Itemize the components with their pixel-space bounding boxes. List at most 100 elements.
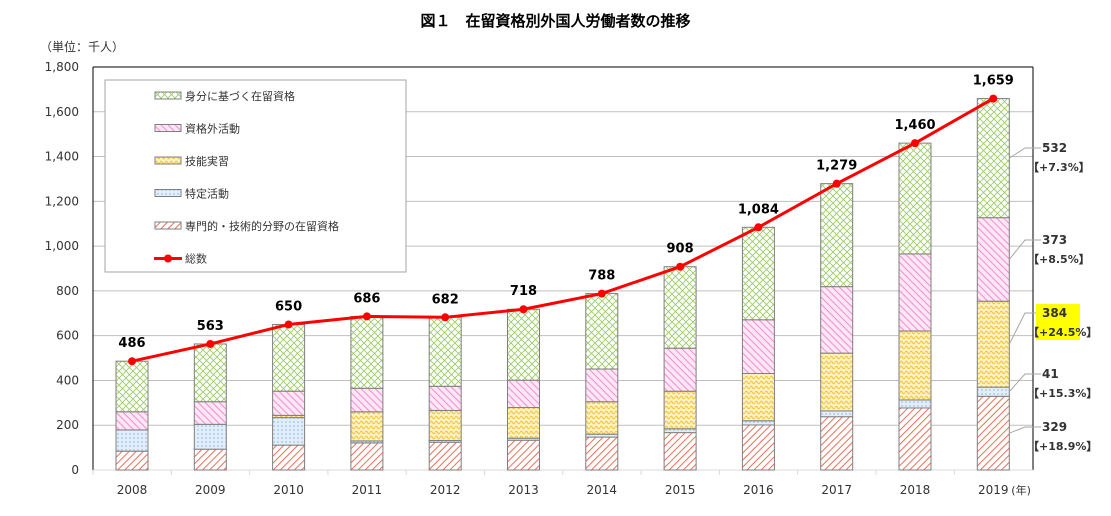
total-data-label: 1,084 (738, 202, 779, 217)
chart-title: 図１ 在留資格別外国人労働者数の推移 (420, 12, 691, 30)
bar-segment (193, 343, 227, 403)
bar-segment (663, 428, 697, 434)
bar-segment (428, 441, 462, 471)
legend-marker (164, 254, 172, 263)
bar-segment (585, 436, 619, 471)
y-tick-label: 800 (56, 284, 79, 298)
bar-segment (741, 424, 775, 471)
bar-segment (350, 442, 384, 471)
annotation-leader (1009, 426, 1041, 434)
bar-segment (820, 286, 854, 354)
bar-segment (976, 217, 1010, 302)
bar-segment (898, 399, 932, 409)
bar-segment (741, 226, 775, 321)
x-tick-label: 2014 (587, 483, 618, 497)
annotation-leader (1008, 239, 1041, 260)
total-point (597, 289, 606, 298)
bar-segment (663, 266, 697, 349)
bar-segment (428, 385, 462, 411)
total-data-label: 1,460 (894, 118, 935, 133)
annotation-leader (1009, 147, 1041, 159)
annotation-value: 532 (1042, 141, 1067, 155)
total-point (441, 313, 450, 322)
annotation-leader (1008, 312, 1041, 345)
y-tick-label: 600 (56, 329, 79, 343)
bar-segment (976, 98, 1010, 219)
legend-label: 総数 (185, 252, 207, 266)
annotation-value: 384 (1042, 306, 1067, 320)
bar-segment (350, 315, 384, 389)
legend-swatch (154, 221, 182, 230)
bar-segment (193, 448, 227, 471)
x-tick-label: 2019 (978, 483, 1009, 497)
bar-segment (272, 323, 306, 392)
bar-segment (820, 352, 854, 412)
total-data-label: 718 (510, 284, 537, 299)
bar-segment (585, 368, 619, 403)
y-tick-label: 1,000 (45, 239, 79, 253)
bar-segment (115, 411, 149, 431)
annotation-value: 41 (1042, 367, 1059, 381)
bar-segment (585, 293, 619, 370)
bar-segment (193, 423, 227, 450)
annotation-value: 329 (1042, 420, 1067, 434)
annotation-highlight (1036, 304, 1080, 340)
total-point (832, 179, 841, 188)
y-tick-label: 400 (56, 373, 79, 387)
x-tick-label: 2010 (273, 483, 304, 497)
bar-segment (820, 183, 854, 288)
legend-swatch (154, 124, 182, 132)
bar-segment (820, 416, 854, 471)
bar-segment (976, 386, 1010, 397)
legend-swatch (154, 91, 182, 100)
x-tick-label: 2016 (743, 483, 774, 497)
total-point (911, 139, 919, 148)
bar-segment (507, 407, 540, 439)
bar-segment (898, 330, 932, 401)
bar-segment (976, 395, 1010, 471)
bar-segment (741, 420, 775, 426)
annotation-change: 【+7.3%】 (1028, 161, 1090, 174)
y-tick-label: 0 (71, 463, 79, 477)
annotation-change: 【+18.9%】 (1028, 440, 1097, 453)
x-axis-suffix: (年) (1011, 483, 1031, 497)
bar-segment (428, 409, 462, 441)
total-point (284, 320, 293, 329)
y-tick-label: 1,600 (45, 105, 79, 119)
bar-segment (428, 316, 462, 387)
bar-segment (272, 417, 306, 446)
bar-segment (741, 319, 775, 375)
bar-segment (898, 142, 932, 255)
bar-segment (976, 300, 1010, 388)
annotation-change: 【+24.5%】 (1028, 326, 1097, 339)
legend-label: 身分に基づく在留資格 (185, 89, 295, 103)
total-data-label: 563 (197, 319, 224, 334)
total-data-label: 1,279 (816, 159, 857, 174)
total-point (754, 223, 763, 232)
bar-segment (272, 390, 306, 416)
bar-segment (585, 401, 619, 435)
bar-segment (507, 439, 540, 471)
total-point (989, 94, 998, 103)
total-data-label: 908 (667, 242, 694, 257)
total-data-label: 788 (588, 269, 615, 284)
total-point (519, 305, 528, 314)
x-tick-label: 2012 (430, 483, 461, 497)
legend-swatch (154, 189, 182, 197)
y-tick-label: 200 (56, 418, 79, 432)
y-tick-label: 1,200 (45, 194, 79, 208)
bar-segment (115, 450, 149, 471)
total-line (131, 97, 995, 363)
bar-segment (663, 390, 697, 430)
bar-segment (507, 379, 540, 409)
total-data-label: 1,659 (973, 74, 1014, 89)
annotation-leader (1008, 373, 1041, 393)
total-data-label: 650 (275, 299, 302, 314)
legend-label: 専門的・技術的分野の在留資格 (185, 219, 339, 233)
bar-segment (193, 401, 227, 425)
unit-label: （単位：千人） (40, 40, 125, 54)
legend-label: 特定活動 (185, 187, 229, 201)
legend-label: 技能実習 (185, 154, 229, 168)
